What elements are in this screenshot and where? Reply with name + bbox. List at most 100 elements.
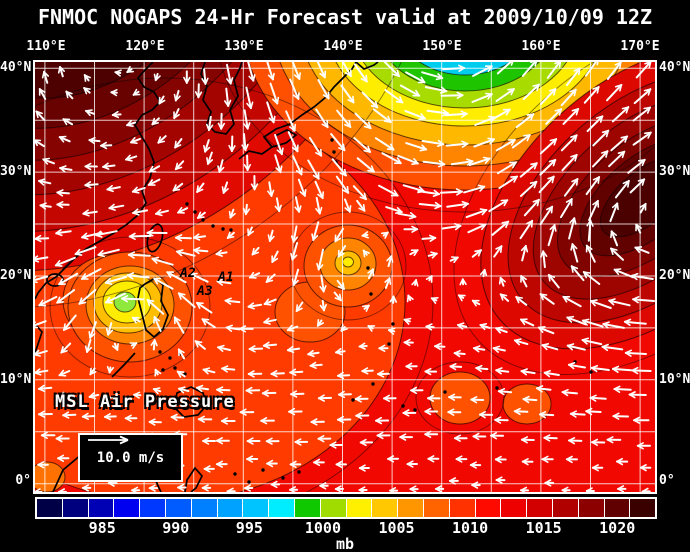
wind-vector-head xyxy=(380,231,389,235)
wind-vector-head xyxy=(319,304,325,312)
wind-vector-head xyxy=(495,476,503,481)
wind-vector-head xyxy=(510,62,514,66)
wind-vector xyxy=(175,236,192,240)
wind-vector-head xyxy=(266,459,274,465)
wind-vector-head xyxy=(565,455,573,461)
wind-vector-head xyxy=(614,62,622,66)
wind-vector xyxy=(35,369,49,374)
wind-vector-head xyxy=(107,329,114,336)
island-dot xyxy=(443,390,447,394)
wind-vector-head xyxy=(637,159,646,162)
island-dot xyxy=(201,218,205,222)
wind-vector-head xyxy=(565,198,573,203)
wind-vector xyxy=(475,367,489,371)
pressure-contour-region xyxy=(113,291,137,313)
wind-vector-head xyxy=(148,165,154,173)
island-dot xyxy=(261,468,265,472)
wind-vector-head xyxy=(193,246,201,251)
wind-vector-head xyxy=(631,274,638,281)
wind-vector-head xyxy=(644,62,652,65)
wind-vector-head xyxy=(317,437,325,443)
wind-vector-head xyxy=(362,249,370,254)
wind-vector-head xyxy=(146,229,154,234)
island-dot xyxy=(229,228,233,232)
wind-vector-head xyxy=(430,297,439,300)
colorbar-tick: 1005 xyxy=(378,519,415,537)
wind-vector-head xyxy=(456,94,464,100)
wind-vector-head xyxy=(56,296,61,304)
pressure-contour-line xyxy=(415,361,505,435)
wind-vector-head xyxy=(471,299,477,307)
wind-vector-head xyxy=(244,484,251,489)
wind-vector-head xyxy=(172,188,181,192)
wind-arrow-icon xyxy=(88,435,129,445)
wind-vector xyxy=(581,339,603,346)
wind-vector-head xyxy=(89,367,92,376)
wind-vector xyxy=(97,248,120,256)
wind-vector-head xyxy=(440,86,448,93)
coastline xyxy=(111,352,136,378)
wind-vector-head xyxy=(442,109,450,115)
wind-vector-head xyxy=(105,296,111,304)
wind-vector-head xyxy=(313,461,321,467)
wind-vector-head xyxy=(295,170,303,176)
wind-vector-head xyxy=(108,482,115,487)
wind-vector-head xyxy=(495,367,503,372)
wind-vector-head xyxy=(624,352,632,357)
wind-vector-head xyxy=(177,206,183,214)
wind-vector-head xyxy=(435,488,443,492)
wind-vector-head xyxy=(290,235,295,243)
wind-vector xyxy=(352,185,367,201)
wind-vector-head xyxy=(479,185,486,192)
wind-vector-head xyxy=(569,217,576,224)
wind-vector-head xyxy=(425,325,433,331)
wind-vector-head xyxy=(226,236,235,239)
wind-vector-head xyxy=(42,158,49,165)
wind-vector-head xyxy=(193,249,200,255)
wind-vector-head xyxy=(554,62,561,65)
wind-vector xyxy=(331,158,347,177)
wind-vector-head xyxy=(269,235,275,242)
wind-vector-head xyxy=(132,212,140,216)
wind-vector-head xyxy=(247,370,255,375)
wind-vector-head xyxy=(632,296,640,301)
colorbar-cell xyxy=(217,499,243,517)
wind-vector-head xyxy=(610,247,618,251)
wind-vector-head xyxy=(201,318,207,326)
wind-vector-head xyxy=(153,316,156,324)
wind-vector xyxy=(588,199,599,221)
wind-vector-head xyxy=(389,295,395,303)
wind-vector-head xyxy=(461,200,469,205)
wind-vector-head xyxy=(514,338,522,342)
wind-vector-head xyxy=(126,124,134,127)
wind-vector-head xyxy=(151,121,159,126)
wind-vector-head xyxy=(298,205,302,213)
wind-vector-head xyxy=(193,233,200,239)
wind-vector-head xyxy=(82,487,90,492)
wind-vector-head xyxy=(495,327,502,334)
wind-vector-head xyxy=(602,323,609,329)
wind-vector-head xyxy=(334,237,342,243)
wind-vector xyxy=(247,62,255,82)
wind-vector-head xyxy=(84,181,92,186)
wind-vector-head xyxy=(85,109,93,112)
wind-vector-head xyxy=(532,83,540,87)
wind-vector-head xyxy=(407,294,414,301)
wind-vector xyxy=(344,198,351,213)
wind-vector-head xyxy=(581,337,590,341)
wind-vector-head xyxy=(316,262,320,271)
island-dot xyxy=(221,227,225,231)
wind-vector-head xyxy=(521,438,528,444)
wind-speed-value: 10.0 m/s xyxy=(96,449,165,466)
wind-vector xyxy=(590,300,612,309)
wind-vector-head xyxy=(552,159,557,167)
wind-vector xyxy=(631,369,652,372)
wind-vector-head xyxy=(543,369,552,374)
map-layer-label: MSL Air Pressure xyxy=(55,392,235,412)
wind-vector-head xyxy=(293,74,301,80)
colorbar-cell xyxy=(320,499,346,517)
wind-vector-head xyxy=(628,393,636,399)
wind-vector-head xyxy=(495,369,502,375)
wind-vector-head xyxy=(425,275,433,280)
wind-vector-head xyxy=(529,181,538,184)
